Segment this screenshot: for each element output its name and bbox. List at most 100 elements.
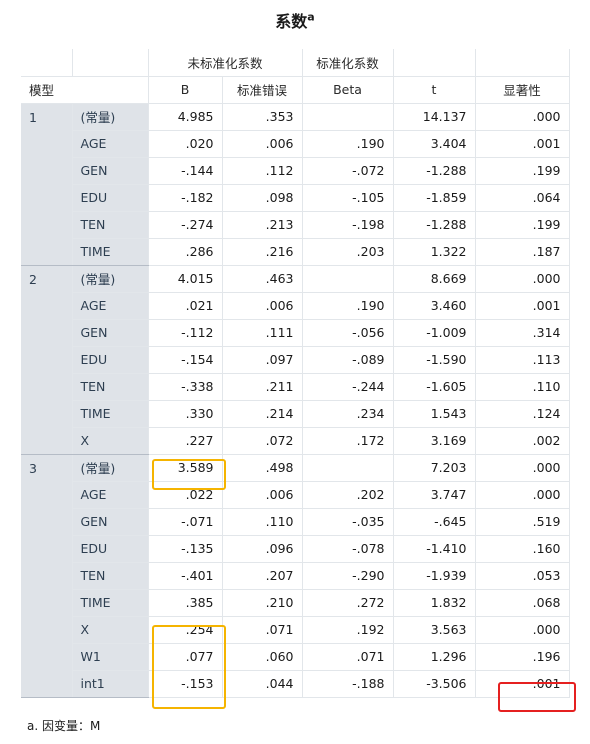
- table-row: TIME .286.216.203 1.322.187: [21, 238, 570, 266]
- cell-b: .022: [148, 481, 223, 509]
- cell-t: 1.832: [393, 589, 476, 617]
- cell-sig: .160: [475, 535, 570, 563]
- header-unstandardized-coefficients: 未标准化系数: [148, 49, 303, 77]
- cell-t: -.645: [393, 508, 476, 536]
- cell-t: -1.590: [393, 346, 476, 374]
- cell-se: .071: [222, 616, 303, 644]
- cell-t: 1.296: [393, 643, 476, 671]
- cell-beta: -.072: [302, 157, 394, 185]
- table-row: 2 (常量) 4.015.463 8.669.000: [21, 265, 570, 455]
- cell-b: .286: [148, 238, 223, 266]
- variable-name-cell: int1: [72, 670, 149, 698]
- variable-name-cell: EDU: [72, 184, 149, 212]
- cell-se: .214: [222, 400, 303, 428]
- variable-name-cell: EDU: [72, 535, 149, 563]
- table-row: 3 (常量) 3.589.498 7.203.000: [21, 454, 570, 698]
- cell-se: .353: [222, 103, 303, 131]
- cell-beta: .190: [302, 130, 394, 158]
- cell-t: -1.939: [393, 562, 476, 590]
- cell-beta: .203: [302, 238, 394, 266]
- variable-name-cell: TEN: [72, 562, 149, 590]
- cell-b: 3.589: [148, 454, 223, 482]
- cell-beta: .234: [302, 400, 394, 428]
- table-row: AGE .021.006.190 3.460.001: [21, 292, 570, 320]
- cell-se: .060: [222, 643, 303, 671]
- header-std-error: 标准错误: [222, 76, 303, 104]
- cell-b: -.182: [148, 184, 223, 212]
- cell-sig: .001: [475, 292, 570, 320]
- highlight-box-constant-b: [152, 459, 226, 490]
- header-model: 模型: [21, 76, 149, 104]
- cell-sig: .000: [475, 616, 570, 644]
- cell-se: .044: [222, 670, 303, 698]
- cell-b: .077: [148, 643, 223, 671]
- table-row: EDU -.135.096 -.078 -1.410.160: [21, 535, 570, 563]
- variable-name-cell: (常量): [72, 265, 149, 293]
- cell-t: -3.506: [393, 670, 476, 698]
- cell-beta: -.078: [302, 535, 394, 563]
- variable-name-cell: (常量): [72, 103, 149, 131]
- title-text: 系数: [275, 12, 308, 31]
- cell-b: -.338: [148, 373, 223, 401]
- cell-beta: .172: [302, 427, 394, 455]
- cell-beta: -.056: [302, 319, 394, 347]
- header-b: B: [148, 76, 223, 104]
- cell-sig: .124: [475, 400, 570, 428]
- cell-beta: .071: [302, 643, 394, 671]
- cell-beta: -.188: [302, 670, 394, 698]
- cell-t: 14.137: [393, 103, 476, 131]
- cell-b: -.274: [148, 211, 223, 239]
- variable-name-cell: TIME: [72, 589, 149, 617]
- cell-sig: .199: [475, 157, 570, 185]
- cell-se: .207: [222, 562, 303, 590]
- cell-beta: [302, 454, 394, 482]
- cell-b: 4.985: [148, 103, 223, 131]
- table-row: TIME .330.214.234 1.543.124: [21, 400, 570, 428]
- table-row: GEN -.144.112 -.072 -1.288.199: [21, 157, 570, 185]
- cell-beta: -.105: [302, 184, 394, 212]
- table-row: TEN -.274.213 -.198 -1.288.199: [21, 211, 570, 239]
- cell-t: -1.288: [393, 157, 476, 185]
- variable-name-cell: (常量): [72, 454, 149, 482]
- variable-name-cell: AGE: [72, 481, 149, 509]
- cell-t: -1.410: [393, 535, 476, 563]
- cell-sig: .196: [475, 643, 570, 671]
- title-superscript: a: [307, 10, 315, 24]
- table-row: AGE .020.006.190 3.404.001: [21, 130, 570, 158]
- cell-t: 1.543: [393, 400, 476, 428]
- cell-sig: .053: [475, 562, 570, 590]
- table-row: W1.077.060.071 1.296.196: [21, 643, 570, 671]
- cell-b: -.112: [148, 319, 223, 347]
- cell-b: .385: [148, 589, 223, 617]
- cell-t: -1.288: [393, 211, 476, 239]
- header-significance: 显著性: [475, 76, 570, 104]
- highlight-box-interaction-b: [152, 625, 226, 709]
- cell-se: .213: [222, 211, 303, 239]
- cell-se: .211: [222, 373, 303, 401]
- variable-name-cell: TEN: [72, 373, 149, 401]
- table-row: int1 -.153.044 -.188 -3.506.001: [21, 670, 570, 698]
- cell-beta: -.244: [302, 373, 394, 401]
- cell-b: -.401: [148, 562, 223, 590]
- coefficients-table: 未标准化系数 标准化系数 模型 B 标准错误 Beta t 显著性 1 (常量) 4…: [21, 49, 570, 698]
- header-standardized-coefficients: 标准化系数: [302, 49, 394, 77]
- header-row-columns: 模型 B 标准错误 Beta t 显著性: [21, 76, 570, 104]
- cell-beta: [302, 103, 394, 131]
- table-row: X .254.071.192 3.563.000: [21, 616, 570, 644]
- cell-sig: .064: [475, 184, 570, 212]
- cell-b: .021: [148, 292, 223, 320]
- cell-se: .498: [222, 454, 303, 482]
- cell-b: -.154: [148, 346, 223, 374]
- cell-se: .098: [222, 184, 303, 212]
- cell-beta: .190: [302, 292, 394, 320]
- footnote: a. 因变量：M: [27, 719, 101, 733]
- cell-b: -.153: [148, 670, 223, 698]
- variable-name-cell: TIME: [72, 400, 149, 428]
- table-row: EDU -.182.098 -.105 -1.859.064: [21, 184, 570, 212]
- variable-name-cell: EDU: [72, 346, 149, 374]
- variable-name-cell: W1: [72, 643, 149, 671]
- table-row: TEN -.401.207 -.290 -1.939.053: [21, 562, 570, 590]
- table-row: EDU -.154.097 -.089 -1.590.113: [21, 346, 570, 374]
- cell-t: 3.404: [393, 130, 476, 158]
- cell-t: 3.169: [393, 427, 476, 455]
